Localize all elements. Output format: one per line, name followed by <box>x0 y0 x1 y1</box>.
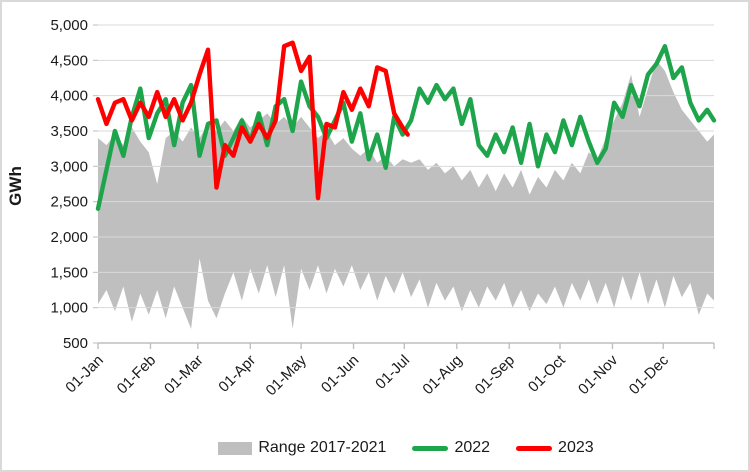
x-tick-label: 01-Jul <box>372 352 413 393</box>
x-tick-label: 01-May <box>263 351 311 399</box>
x-tick-label: 01-Dec <box>626 351 673 398</box>
x-tick-label: 01-Feb <box>114 352 160 398</box>
y-tick-label: 1,000 <box>50 300 88 317</box>
x-tick-label: 01-Jun <box>318 352 362 396</box>
line-2023-swatch-icon <box>516 445 553 451</box>
x-tick-label: 01-Apr <box>215 352 259 396</box>
legend-item-range: Range 2017-2021 <box>218 439 386 457</box>
range-band <box>98 60 714 329</box>
y-tick-label: 5,000 <box>50 17 88 34</box>
legend-label-2022: 2022 <box>454 439 491 456</box>
x-tick-label: 01-Aug <box>419 352 465 398</box>
line-2023 <box>95 40 410 201</box>
legend-label-range: Range 2017-2021 <box>258 439 387 456</box>
y-tick-label: 1,500 <box>50 264 88 281</box>
x-tick-label: 01-Mar <box>161 352 207 398</box>
legend-item-2023: 2023 <box>516 439 594 457</box>
range-swatch-icon <box>218 441 253 455</box>
y-tick-label: 4,000 <box>50 88 88 105</box>
y-tick-label: 500 <box>63 335 88 352</box>
x-tick-label: 01-Sep <box>472 352 518 398</box>
legend-item-2022: 2022 <box>412 439 490 457</box>
line-2022-swatch-icon <box>412 445 449 451</box>
y-tick-label: 3,500 <box>50 123 88 140</box>
line-2022 <box>95 44 717 211</box>
legend-label-2023: 2023 <box>558 439 594 456</box>
y-tick-label: 4,500 <box>50 52 88 69</box>
y-tick-label: 2,500 <box>50 194 88 211</box>
x-tick-label: 01-Jan <box>62 352 106 396</box>
legend: Range 2017-2021 2022 2023 <box>98 435 714 461</box>
x-tick-label: 01-Nov <box>575 351 622 398</box>
y-tick-label: 3,000 <box>50 158 88 175</box>
x-tick-label: 01-Oct <box>525 351 569 395</box>
y-tick-label: 2,000 <box>50 229 88 246</box>
